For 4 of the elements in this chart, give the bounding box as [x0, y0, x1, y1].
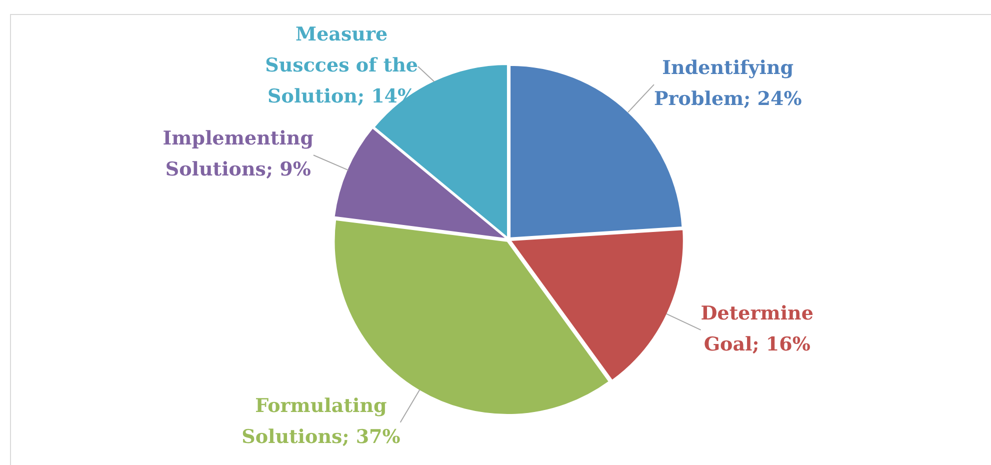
- slice-label: Implementing Solutions; 9%: [162, 128, 314, 181]
- slice-label: Formulating Solutions; 37%: [242, 394, 400, 448]
- slice-label: Indentifying Problem; 24%: [654, 57, 802, 110]
- slice-label: Determine Goal; 16%: [700, 302, 814, 356]
